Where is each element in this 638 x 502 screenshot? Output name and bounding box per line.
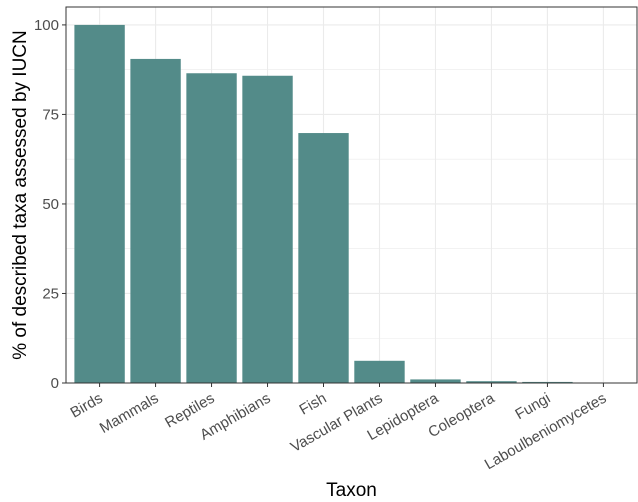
bar-amphibians (242, 76, 292, 383)
x-tick-label: Fish (296, 390, 329, 419)
y-axis-ticks: 0 25 50 75 100 (34, 17, 66, 392)
bar-lepidoptera (410, 379, 460, 383)
bar-fish (298, 133, 348, 383)
y-tick-label: 50 (42, 196, 59, 213)
bar-reptiles (186, 73, 236, 383)
bar-vascular-plants (354, 361, 404, 383)
y-tick-label: 0 (51, 375, 59, 392)
bar-birds (74, 25, 124, 383)
y-axis-title: % of described taxa assessed by IUCN (10, 30, 31, 360)
x-axis-title: Taxon (326, 480, 377, 501)
bar-mammals (130, 59, 180, 383)
y-tick-label: 100 (34, 17, 59, 34)
x-tick-label: Mammals (97, 390, 162, 437)
y-tick-label: 75 (42, 106, 59, 123)
x-tick-label: Fungi (512, 390, 553, 423)
y-tick-label: 25 (42, 285, 59, 302)
x-tick-label: Birds (67, 390, 105, 422)
